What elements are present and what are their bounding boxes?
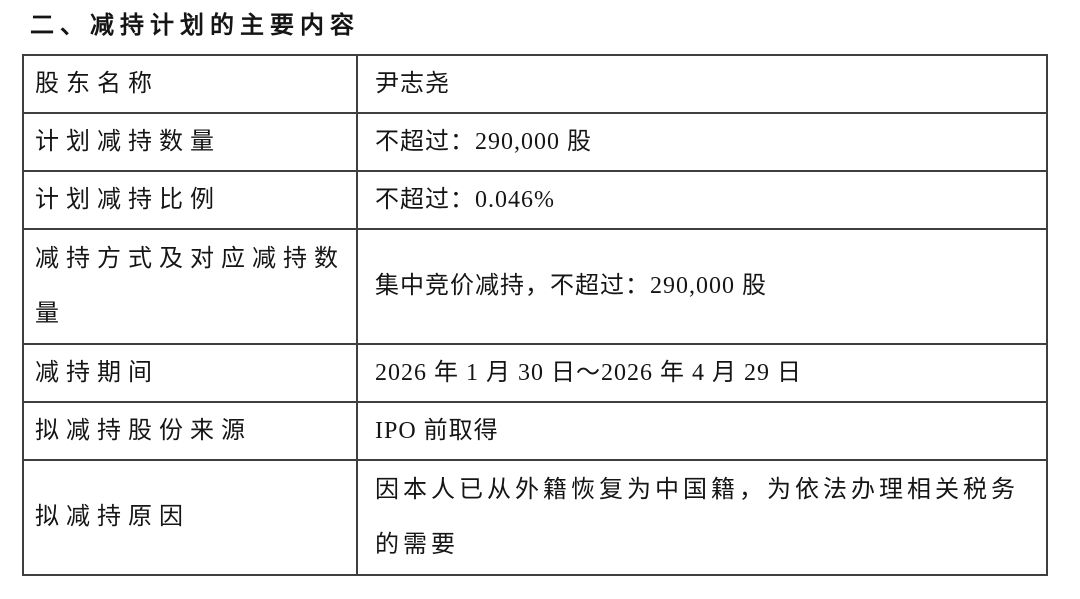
row-label-cell: 减持方式及对应减持数量 <box>22 228 358 345</box>
table-row-planned-ratio: 计划减持比例 不超过：0.046% <box>22 170 1048 230</box>
row-value-cell: IPO 前取得 <box>356 401 1048 461</box>
table-row-reduction-reason: 拟减持原因 因本人已从外籍恢复为中国籍，为依法办理相关税务的需要 <box>22 459 1048 576</box>
reduction-plan-table: 股东名称 尹志尧 计划减持数量 不超过：290,000 股 计划减持比例 不超过… <box>22 54 1048 576</box>
section-title: 二、减持计划的主要内容 <box>30 13 360 39</box>
row-value-cell: 集中竞价减持，不超过：290,000 股 <box>356 228 1048 345</box>
table-row-planned-quantity: 计划减持数量 不超过：290,000 股 <box>22 112 1048 172</box>
row-label-cell: 计划减持数量 <box>22 112 358 172</box>
row-label-cell: 计划减持比例 <box>22 170 358 230</box>
table-row-share-source: 拟减持股份来源 IPO 前取得 <box>22 401 1048 461</box>
row-label-cell: 拟减持原因 <box>22 459 358 576</box>
row-label-cell: 减持期间 <box>22 343 358 403</box>
table-row-reduction-period: 减持期间 2026 年 1 月 30 日～2026 年 4 月 29 日 <box>22 343 1048 403</box>
row-value-cell: 2026 年 1 月 30 日～2026 年 4 月 29 日 <box>356 343 1048 403</box>
table-row-shareholder-name: 股东名称 尹志尧 <box>22 54 1048 114</box>
row-label-cell: 拟减持股份来源 <box>22 401 358 461</box>
row-value-cell: 因本人已从外籍恢复为中国籍，为依法办理相关税务的需要 <box>356 459 1048 576</box>
row-value-cell: 不超过：290,000 股 <box>356 112 1048 172</box>
row-label-cell: 股东名称 <box>22 54 358 114</box>
table-row-reduction-method: 减持方式及对应减持数量 集中竞价减持，不超过：290,000 股 <box>22 228 1048 345</box>
row-value-cell: 不超过：0.046% <box>356 170 1048 230</box>
row-value-cell: 尹志尧 <box>356 54 1048 114</box>
